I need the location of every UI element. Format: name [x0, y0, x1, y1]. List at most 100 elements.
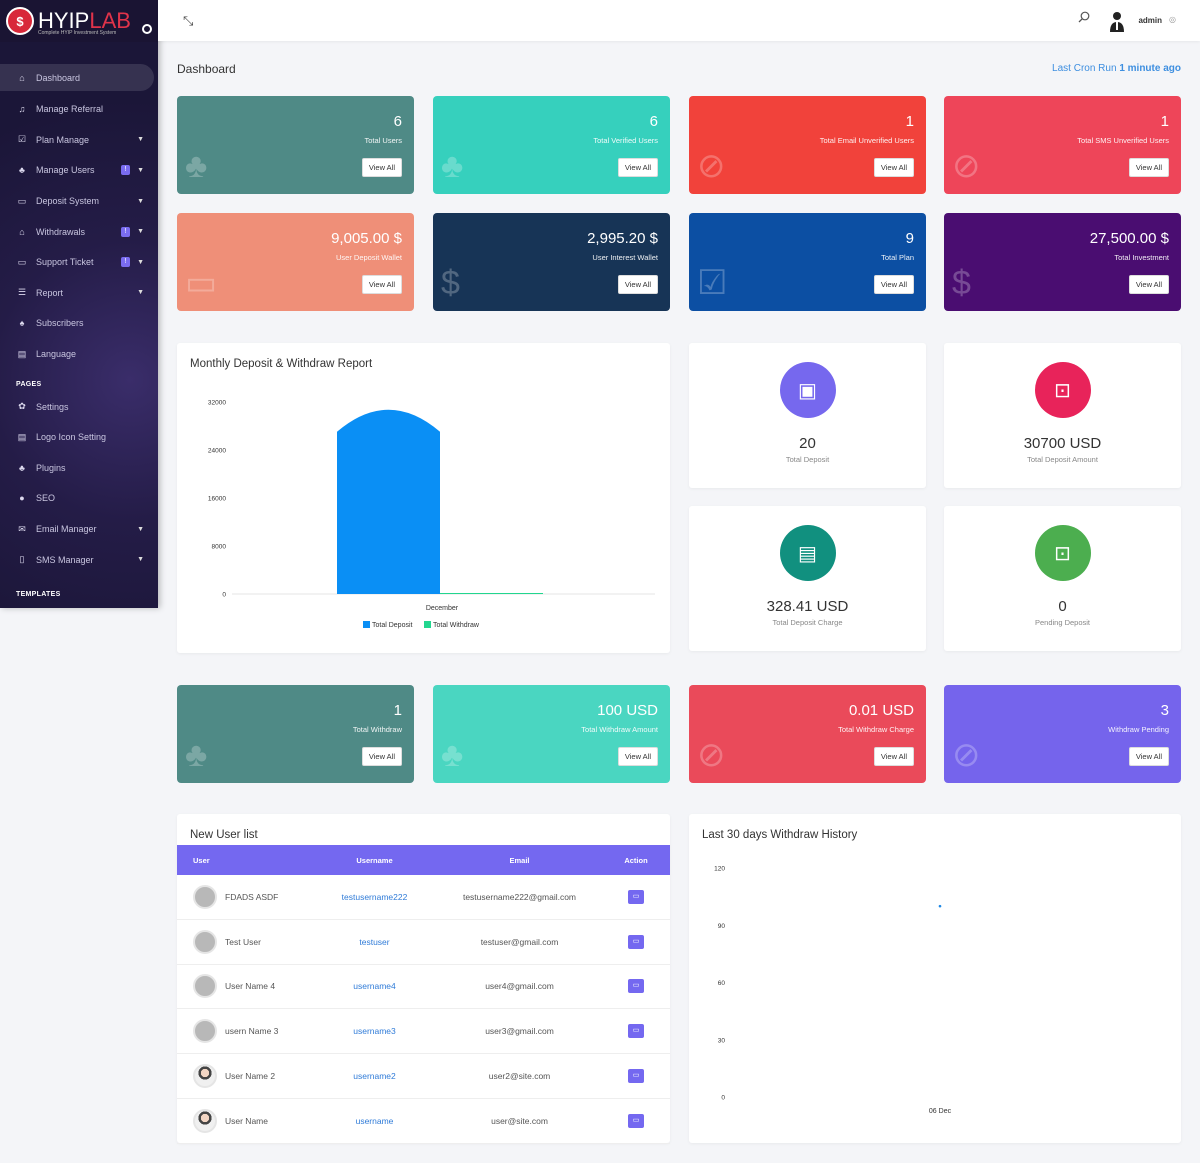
- withdraw-history-title: Last 30 days Withdraw History: [702, 829, 858, 841]
- brand-logo[interactable]: $ HYIPLAB Complete HYIP Investment Syste…: [0, 0, 158, 42]
- y-tick-label: 60: [718, 980, 726, 987]
- user-email: testusername222@gmail.com: [462, 891, 577, 902]
- user-name: Test User: [225, 936, 261, 947]
- sidebar-item-subscribers[interactable]: ♠ Subscribers: [0, 308, 158, 339]
- sidebar-item-plan-manage[interactable]: ☑ Plan Manage ▼: [0, 125, 158, 156]
- user-email: user2@site.com: [488, 1071, 551, 1082]
- bank-icon: ⌂: [19, 226, 25, 237]
- user-email: user3@gmail.com: [485, 1026, 554, 1037]
- summary-label: Pending Deposit: [1034, 618, 1091, 627]
- search-icon[interactable]: [1078, 11, 1090, 23]
- desktop-icon[interactable]: ▭: [628, 1113, 644, 1128]
- y-tick-label: 90: [718, 923, 726, 930]
- y-tick-label: 120: [714, 866, 725, 873]
- view-all-button[interactable]: View All: [361, 747, 402, 766]
- sidebar-item-label: Settings: [36, 401, 69, 412]
- user-email: testuser@gmail.com: [480, 936, 559, 947]
- sidebar-item-label: Report: [36, 287, 64, 298]
- data-point: [938, 904, 942, 908]
- sidebar-item-label: Dashboard: [36, 72, 81, 83]
- chevron-down-icon[interactable]: ▼: [137, 258, 144, 266]
- view-all-button[interactable]: View All: [361, 158, 402, 177]
- sidebar-item-email-manager[interactable]: ✉ Email Manager ▼: [0, 514, 158, 545]
- sidebar-item-label: SEO: [36, 493, 56, 504]
- desktop-icon[interactable]: ▭: [628, 1024, 644, 1039]
- view-all-button[interactable]: View All: [617, 747, 658, 766]
- stat-label: Total Plan: [881, 253, 914, 262]
- desktop-icon[interactable]: ▭: [628, 979, 644, 994]
- chevron-down-icon[interactable]: ◎: [1169, 15, 1176, 24]
- legend-deposit-label: Total Deposit: [372, 622, 413, 629]
- user-name: FDADS ASDF: [225, 891, 279, 902]
- stat-value: 6: [393, 113, 402, 130]
- view-all-button[interactable]: View All: [1128, 158, 1169, 177]
- table-row: User Name 2 username2 user2@site.com ▭: [177, 1054, 670, 1099]
- chevron-down-icon[interactable]: ▼: [137, 289, 144, 297]
- y-tick-label: 32000: [208, 400, 226, 407]
- bell-icon: ♫: [18, 104, 26, 115]
- view-all-button[interactable]: View All: [617, 275, 658, 294]
- credit-card-icon: ▭: [17, 195, 27, 206]
- stat-label: Total Withdraw: [352, 725, 402, 734]
- sidebar-item-sms-manager[interactable]: ▯ SMS Manager ▼: [0, 544, 158, 575]
- username-link[interactable]: username2: [353, 1071, 396, 1082]
- stat-card: ▭ 9,005.00 $ User Deposit Wallet View All: [177, 213, 414, 311]
- globe-icon: ●: [19, 493, 25, 504]
- user-email: user@site.com: [491, 1115, 548, 1126]
- sidebar-item-manage-referral[interactable]: ♫ Manage Referral: [0, 94, 158, 125]
- view-all-button[interactable]: View All: [361, 275, 402, 294]
- sidebar-nav: ⌂ Dashboard ♫ Manage Referral ☑ Plan Manage ▼ ♣…: [0, 42, 158, 601]
- username-link[interactable]: username4: [353, 981, 396, 992]
- username-link[interactable]: testusername222: [341, 891, 408, 902]
- stat-value: 3: [1160, 702, 1169, 719]
- desktop-icon[interactable]: ▭: [628, 889, 644, 904]
- sidebar-item-seo[interactable]: ● SEO: [0, 483, 158, 514]
- username-link[interactable]: testuser: [359, 936, 390, 947]
- view-all-button[interactable]: View All: [1128, 275, 1169, 294]
- stat-label: User Interest Wallet: [592, 253, 658, 262]
- desktop-icon[interactable]: ▭: [628, 1069, 644, 1084]
- x-tick-label: 06 Dec: [929, 1108, 952, 1115]
- view-all-button[interactable]: View All: [617, 158, 658, 177]
- sidebar-item-report[interactable]: ☰ Report ▼: [0, 278, 158, 309]
- avatar[interactable]: [1108, 10, 1126, 32]
- collapse-icon[interactable]: ⤡: [183, 13, 194, 28]
- desktop-icon[interactable]: ▭: [628, 934, 644, 949]
- view-all-button[interactable]: View All: [873, 747, 914, 766]
- username-link[interactable]: username3: [353, 1026, 396, 1037]
- view-all-button[interactable]: View All: [873, 158, 914, 177]
- sidebar-item-label: Logo Icon Setting: [36, 432, 107, 443]
- thumbs-up-icon: ♠: [19, 318, 25, 329]
- sidebar-item-support-ticket[interactable]: ▭ Support Ticket! ▼: [0, 247, 158, 278]
- chevron-down-icon[interactable]: ▼: [137, 166, 144, 174]
- table-row: User Name 4 username4 user4@gmail.com ▭: [177, 965, 670, 1010]
- sidebar-item-withdrawals[interactable]: ⌂ Withdrawals! ▼: [0, 216, 158, 247]
- chevron-down-icon[interactable]: ▼: [137, 136, 144, 144]
- sidebar-item-manage-users[interactable]: ♣ Manage Users! ▼: [0, 155, 158, 186]
- sidebar-item-plugins[interactable]: ♣ Plugins: [0, 453, 158, 484]
- avatar: [193, 929, 217, 954]
- sidebar-item-dashboard[interactable]: ⌂ Dashboard: [0, 64, 154, 91]
- card-background-icon: ☑: [697, 264, 728, 302]
- sidebar-item-settings[interactable]: ✿ Settings: [0, 391, 158, 422]
- sidebar-item-deposit-system[interactable]: ▭ Deposit System ▼: [0, 186, 158, 217]
- chevron-down-icon[interactable]: ▼: [137, 556, 144, 564]
- username-link[interactable]: username: [355, 1115, 394, 1126]
- language-icon: ▤: [17, 348, 27, 359]
- view-all-button[interactable]: View All: [1128, 747, 1169, 766]
- chevron-down-icon[interactable]: ▼: [137, 228, 144, 236]
- sidebar-item-logo-icon-setting[interactable]: ▤ Logo Icon Setting: [0, 422, 158, 453]
- view-all-button[interactable]: View All: [873, 275, 914, 294]
- section-pages: PAGES: [16, 381, 42, 389]
- chevron-down-icon[interactable]: ▼: [137, 197, 144, 205]
- summary-card: ⊡ 30700 USD Total Deposit Amount: [944, 343, 1181, 488]
- admin-name[interactable]: admin: [1138, 16, 1162, 25]
- card-background-icon: ♣: [185, 147, 208, 185]
- stat-value: 9,005.00 $: [331, 230, 402, 247]
- sidebar-item-language[interactable]: ▤ Language: [0, 339, 158, 370]
- deposit-report-panel: Monthly Deposit & Withdraw Report 32000 2…: [177, 343, 670, 653]
- avatar: [193, 1064, 217, 1089]
- logo-icon: $: [6, 7, 34, 35]
- sidebar-toggle-icon[interactable]: [142, 24, 152, 34]
- chevron-down-icon[interactable]: ▼: [137, 525, 144, 533]
